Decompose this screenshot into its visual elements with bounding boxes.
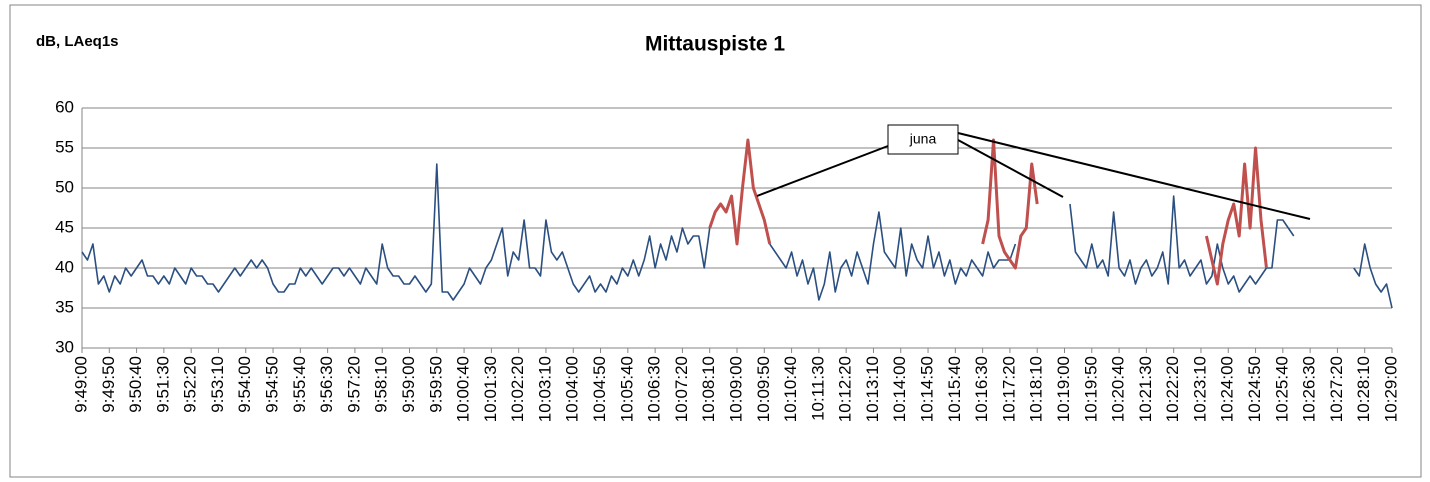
x-tick-label: 9:54:50 [263, 356, 282, 413]
x-tick-label: 10:28:10 [1354, 356, 1373, 422]
x-tick-label: 10:02:20 [508, 356, 527, 422]
annotation: juna [909, 131, 937, 147]
x-tick-label: 9:53:10 [208, 356, 227, 413]
x-tick-label: 9:50:40 [126, 356, 145, 413]
x-tick-label: 10:07:20 [672, 356, 691, 422]
x-tick-label: 10:14:50 [918, 356, 937, 422]
x-tick-label: 10:04:50 [590, 356, 609, 422]
callout-box [887, 124, 959, 155]
x-tick-label: 9:59:50 [426, 356, 445, 413]
x-tick-label: 10:11:30 [808, 356, 827, 421]
x-tick-label: 10:15:40 [945, 356, 964, 422]
x-tick-label: 9:52:20 [181, 356, 200, 413]
x-tick-label: 10:09:50 [754, 356, 773, 422]
x-tick-label: 9:59:00 [399, 356, 418, 413]
y-axis-label: dB, LAeq1s [36, 33, 119, 50]
y-tick-label: 40 [55, 257, 74, 276]
x-tick-label: 10:19:50 [1081, 356, 1100, 422]
x-tick-label: 10:09:00 [726, 356, 745, 422]
x-tick-label: 10:01:30 [481, 356, 500, 422]
x-tick-label: 9:57:20 [344, 356, 363, 413]
y-tick-label: 35 [55, 297, 74, 316]
x-tick-label: 10:03:10 [535, 356, 554, 422]
x-tick-label: 9:54:00 [235, 356, 254, 413]
x-tick-label: 9:56:30 [317, 356, 336, 413]
x-tick-label: 10:04:00 [563, 356, 582, 422]
x-tick-label: 10:16:30 [972, 356, 991, 422]
x-tick-label: 9:51:30 [153, 356, 172, 413]
x-tick-label: 10:00:40 [454, 356, 473, 422]
x-tick-label: 10:29:00 [1381, 356, 1400, 422]
x-tick-label: 10:13:10 [863, 356, 882, 422]
series-line [81, 163, 1393, 309]
x-tick-label: 10:27:20 [1327, 356, 1346, 422]
x-tick-label: 9:49:50 [99, 356, 118, 413]
callout-line [957, 132, 1311, 220]
x-tick-label: 10:18:10 [1027, 356, 1046, 422]
x-tick-label: 10:21:30 [1136, 356, 1155, 422]
x-tick-label: 10:14:00 [890, 356, 909, 422]
x-tick-label: 10:10:40 [781, 356, 800, 422]
x-tick-label: 10:17:20 [999, 356, 1018, 422]
plot-area: 30 35 40 45 50 55 60 9:49:00 9:49:50 9:50:40 9:51:… [55, 97, 1400, 422]
x-tick-label: 10:24:00 [1218, 356, 1237, 422]
callout: juna [756, 124, 1311, 220]
x-tick-label: 10:23:10 [1190, 356, 1209, 422]
x-tick-label: 10:20:40 [1109, 356, 1128, 422]
x-tick-label: 10:19:00 [1054, 356, 1073, 422]
x-tick-label: 10:26:30 [1300, 356, 1319, 422]
y-tick-label: 55 [55, 137, 74, 156]
x-tick-label: 10:06:30 [645, 356, 664, 422]
x-tick-label: 10:24:50 [1245, 356, 1264, 422]
x-tick-label: 9:49:00 [71, 356, 90, 413]
x-tick-label: 10:12:20 [836, 356, 855, 422]
chart-title: Mittauspiste 1 [645, 33, 785, 56]
x-tick-label: 10:05:40 [617, 356, 636, 422]
y-tick-label: 45 [55, 217, 74, 236]
x-tick-label: 9:55:40 [290, 356, 309, 413]
x-tick-label: 10:22:20 [1163, 356, 1182, 422]
y-tick-label: 60 [55, 97, 74, 116]
y-tick-label: 30 [55, 337, 74, 356]
y-tick-label: 50 [55, 177, 74, 196]
x-tick-label: 9:58:10 [372, 356, 391, 413]
x-tick-label: 10:08:10 [699, 356, 718, 422]
callout-line [756, 145, 889, 197]
x-tick-label: 10:25:40 [1272, 356, 1291, 422]
series-line [708, 138, 1268, 286]
callout-line [957, 139, 1064, 198]
chart-frame [9, 4, 1422, 478]
